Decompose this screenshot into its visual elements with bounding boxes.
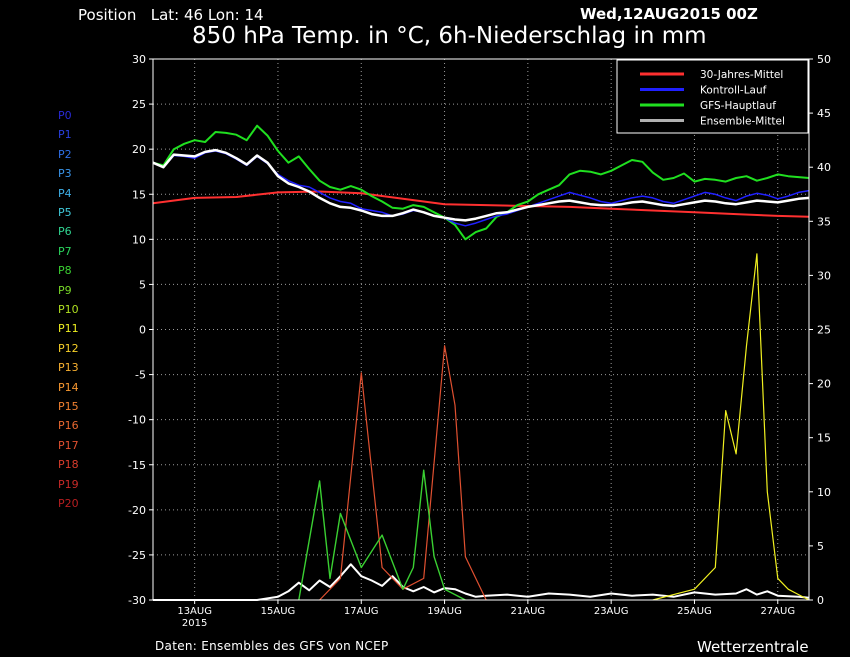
member-label-p9: P9 <box>58 283 72 297</box>
left-tick-label: 0 <box>139 324 146 337</box>
member-label-p3: P3 <box>58 167 72 181</box>
left-axis: 30 25 20 15 10 5 0 -5 -10 -15 -20 -25 -30 <box>128 53 153 607</box>
x-tick-sublabel: 2015 <box>182 618 207 629</box>
left-tick-label: -25 <box>128 549 146 562</box>
position-label: Position Lat: 46 Lon: 14 <box>78 6 264 24</box>
series-30-jahres-mittel <box>152 190 810 218</box>
legend: 30-Jahres-Mittel Kontroll-Lauf GFS-Hauptla… <box>616 59 809 134</box>
left-tick-label: -30 <box>128 594 146 607</box>
left-tick-label: -15 <box>128 459 146 472</box>
right-tick-label: 35 <box>817 215 831 228</box>
series-p17-niederschlag <box>319 345 487 601</box>
right-tick-label: 30 <box>817 269 831 282</box>
right-tick-label: 20 <box>817 378 831 391</box>
member-label-p5: P5 <box>58 206 72 219</box>
brand-logo: Wetterzentrale <box>697 638 809 656</box>
member-label-p0: P0 <box>58 109 72 122</box>
member-label-p17: P17 <box>58 438 79 452</box>
right-tick-label: 0 <box>817 594 824 607</box>
left-tick-label: 5 <box>139 278 146 291</box>
x-tick-label: 25AUG <box>677 606 712 617</box>
series-p8-niederschlag <box>298 469 466 601</box>
member-label-p14: P14 <box>58 380 79 394</box>
x-tick-label: 17AUG <box>344 606 379 617</box>
left-tick-label: -20 <box>128 504 146 517</box>
chart-title: 850 hPa Temp. in °C, 6h-Niederschlag in … <box>192 23 707 49</box>
x-tick-label: 21AUG <box>511 606 546 617</box>
member-label-p15: P15 <box>58 400 79 413</box>
left-tick-label: 30 <box>132 53 146 66</box>
left-tick-label: 25 <box>132 98 146 111</box>
right-tick-label: 5 <box>817 540 824 553</box>
left-tick-label: -5 <box>135 369 146 382</box>
left-tick-label: 20 <box>132 143 146 156</box>
series-gfs-hauptlauf <box>152 124 810 241</box>
member-label-p11: P11 <box>58 322 79 336</box>
right-tick-label: 40 <box>817 161 831 174</box>
series-ensemble-mittel-niederschlag <box>153 563 810 601</box>
series-lines <box>152 124 810 601</box>
member-label-p7: P7 <box>58 244 72 258</box>
member-label-p13: P13 <box>58 361 79 375</box>
member-label-p8: P8 <box>58 264 72 278</box>
series-kontroll-lauf <box>152 150 810 227</box>
x-tick-label: 13AUG <box>177 606 212 617</box>
x-tick-label: 27AUG <box>760 606 795 617</box>
x-tick-label: 15AUG <box>261 606 296 617</box>
data-source: Daten: Ensembles des GFS von NCEP <box>155 639 389 653</box>
legend-entry: Kontroll-Lauf <box>700 85 767 97</box>
legend-entry: 30-Jahres-Mittel <box>700 69 783 81</box>
left-tick-label: -10 <box>128 414 146 427</box>
series-p11-niederschlag <box>652 253 810 601</box>
member-label-p2: P2 <box>58 147 72 161</box>
member-label-p4: P4 <box>58 186 72 200</box>
member-label-p1: P1 <box>58 128 72 142</box>
member-label-p16: P16 <box>58 419 79 433</box>
member-label-p6: P6 <box>58 225 72 239</box>
right-tick-label: 15 <box>817 432 831 445</box>
legend-entry: Ensemble-Mittel <box>700 116 785 128</box>
left-tick-label: 15 <box>132 188 146 201</box>
legend-entry: GFS-Hauptlauf <box>700 100 776 112</box>
grid-lines <box>153 59 809 600</box>
x-tick-label: 23AUG <box>594 606 629 617</box>
member-label-p19: P19 <box>58 477 79 491</box>
member-label-p20: P20 <box>58 497 79 510</box>
left-tick-label: 10 <box>132 233 146 246</box>
member-label-p10: P10 <box>58 303 79 316</box>
x-tick-label: 19AUG <box>427 606 462 617</box>
right-tick-label: 50 <box>817 53 831 66</box>
right-tick-label: 25 <box>817 324 831 337</box>
run-date: Wed,12AUG2015 00Z <box>580 5 758 23</box>
member-label-p18: P18 <box>58 458 79 472</box>
series-ensemble-mittel <box>152 148 810 222</box>
member-label-p12: P12 <box>58 341 79 355</box>
right-tick-label: 45 <box>817 107 831 120</box>
right-tick-label: 10 <box>817 486 831 499</box>
